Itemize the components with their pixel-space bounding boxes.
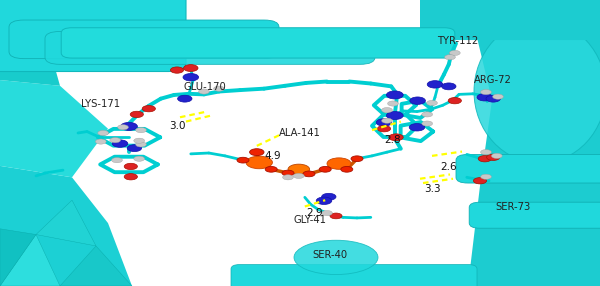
Circle shape: [493, 94, 503, 99]
Circle shape: [445, 55, 455, 60]
Circle shape: [199, 89, 209, 94]
Circle shape: [491, 153, 502, 158]
FancyBboxPatch shape: [420, 0, 600, 40]
Text: LYS-171: LYS-171: [81, 100, 120, 109]
Polygon shape: [0, 235, 60, 286]
Circle shape: [386, 91, 403, 99]
Circle shape: [409, 124, 425, 131]
Circle shape: [330, 213, 342, 219]
Ellipse shape: [474, 20, 600, 163]
Circle shape: [237, 157, 249, 163]
Circle shape: [427, 100, 437, 106]
Polygon shape: [0, 0, 60, 86]
Circle shape: [486, 95, 500, 102]
Circle shape: [351, 156, 363, 162]
Circle shape: [134, 138, 145, 143]
FancyBboxPatch shape: [0, 0, 186, 72]
FancyBboxPatch shape: [456, 154, 600, 183]
Text: 2.6: 2.6: [440, 162, 457, 172]
Circle shape: [410, 97, 425, 104]
Circle shape: [170, 67, 184, 73]
FancyBboxPatch shape: [45, 31, 375, 64]
Text: ARG-72: ARG-72: [474, 75, 512, 85]
Circle shape: [322, 210, 332, 216]
FancyBboxPatch shape: [231, 265, 477, 286]
Circle shape: [118, 125, 128, 130]
Circle shape: [246, 156, 272, 169]
Circle shape: [303, 171, 315, 177]
Circle shape: [382, 118, 392, 123]
Circle shape: [449, 50, 460, 55]
Circle shape: [341, 166, 353, 172]
Circle shape: [130, 111, 143, 118]
FancyBboxPatch shape: [9, 20, 279, 59]
FancyBboxPatch shape: [469, 202, 600, 228]
Circle shape: [477, 94, 493, 101]
Text: 2.8: 2.8: [385, 135, 401, 145]
Circle shape: [442, 83, 456, 90]
Circle shape: [112, 140, 128, 147]
Text: TYR-112: TYR-112: [437, 37, 478, 46]
Polygon shape: [0, 229, 36, 286]
Circle shape: [121, 122, 137, 130]
Circle shape: [288, 164, 310, 174]
Text: SER-40: SER-40: [312, 250, 347, 259]
Circle shape: [283, 175, 293, 180]
Circle shape: [478, 156, 491, 162]
Circle shape: [250, 149, 264, 156]
Circle shape: [389, 134, 403, 141]
Circle shape: [95, 139, 106, 144]
Circle shape: [282, 170, 294, 176]
Circle shape: [422, 112, 433, 117]
Circle shape: [134, 156, 145, 161]
Polygon shape: [0, 166, 132, 286]
Circle shape: [327, 158, 351, 169]
Text: SER-73: SER-73: [495, 202, 530, 212]
Text: GLU-170: GLU-170: [183, 82, 226, 92]
Text: 4.9: 4.9: [265, 151, 281, 161]
Circle shape: [124, 174, 137, 180]
Circle shape: [319, 166, 331, 172]
Circle shape: [184, 65, 198, 72]
Text: GLY-41: GLY-41: [294, 215, 327, 225]
FancyBboxPatch shape: [61, 28, 455, 58]
Text: 2.9: 2.9: [307, 208, 323, 218]
Circle shape: [98, 130, 109, 136]
Circle shape: [136, 142, 146, 147]
Circle shape: [112, 158, 122, 163]
Circle shape: [110, 138, 121, 143]
Circle shape: [481, 174, 491, 179]
Circle shape: [127, 145, 142, 152]
Polygon shape: [60, 246, 132, 286]
Circle shape: [388, 101, 398, 106]
Circle shape: [386, 112, 403, 120]
Circle shape: [316, 197, 332, 204]
Circle shape: [136, 128, 146, 133]
Circle shape: [487, 154, 500, 160]
Circle shape: [473, 178, 487, 184]
Circle shape: [377, 126, 391, 132]
Circle shape: [183, 74, 199, 81]
Polygon shape: [468, 0, 600, 286]
Circle shape: [481, 90, 491, 95]
Text: 3.3: 3.3: [424, 184, 440, 194]
Circle shape: [427, 81, 443, 88]
Text: 3.0: 3.0: [169, 121, 185, 131]
Text: ALA-141: ALA-141: [279, 128, 321, 138]
Circle shape: [422, 121, 433, 126]
Circle shape: [322, 193, 336, 200]
Circle shape: [265, 166, 277, 172]
Circle shape: [382, 108, 392, 113]
Ellipse shape: [294, 240, 378, 275]
Circle shape: [178, 95, 192, 102]
Circle shape: [376, 119, 392, 126]
Circle shape: [214, 86, 224, 91]
Polygon shape: [0, 80, 108, 177]
Circle shape: [448, 98, 461, 104]
Circle shape: [124, 163, 137, 170]
Circle shape: [142, 106, 155, 112]
Polygon shape: [36, 200, 96, 246]
Circle shape: [293, 173, 304, 178]
Circle shape: [481, 150, 491, 155]
